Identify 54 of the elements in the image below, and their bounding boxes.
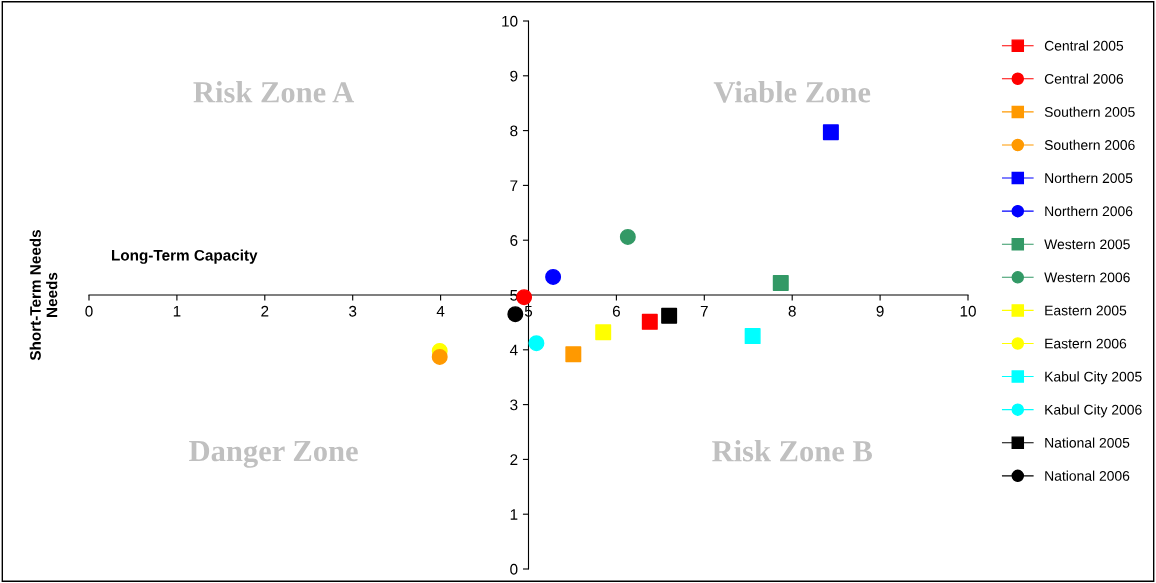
- point: [507, 306, 524, 323]
- legend-label: Southern 2006: [1044, 139, 1135, 150]
- legend-label: Northern 2006: [1045, 205, 1133, 217]
- x-tick-label: 10: [960, 305, 976, 317]
- legend-label: Eastern 2006: [1045, 338, 1127, 349]
- annotation: Risk Zone B: [712, 440, 873, 462]
- annotation: Risk Zone A: [193, 81, 355, 103]
- y-tick-label: 5: [510, 290, 518, 301]
- legend-label: Northern 2005: [1045, 172, 1133, 184]
- legend-label: Kabul City 2005: [1045, 371, 1142, 385]
- legend-label: Western 2006: [1044, 272, 1130, 283]
- x-tick-label: 1: [173, 305, 181, 317]
- x-axis-title: Long-Term Capacity: [112, 249, 258, 264]
- y-tick-label: 6: [510, 235, 518, 246]
- y-tick-label: 1: [510, 509, 518, 520]
- legend-label: Eastern 2005: [1045, 305, 1127, 316]
- point: [619, 228, 636, 245]
- x-tick-label: 0: [85, 305, 93, 317]
- point: [545, 268, 562, 285]
- legend-label: Central 2005: [1044, 40, 1124, 51]
- x-tick-label: 8: [788, 305, 796, 317]
- y-tick-label: 2: [510, 454, 518, 465]
- y-tick-label: 0: [510, 563, 518, 575]
- point: [595, 324, 612, 341]
- point: [661, 307, 678, 324]
- y-tick-label: 9: [510, 70, 518, 82]
- y-tick-label: 3: [510, 399, 518, 411]
- point: [744, 328, 761, 345]
- x-tick-label: 4: [436, 305, 445, 317]
- annotation: Danger Zone: [189, 441, 358, 468]
- point: [431, 348, 448, 365]
- point: [516, 289, 533, 306]
- y-tick-label: 4: [509, 344, 518, 356]
- legend-label: National 2005: [1045, 437, 1130, 448]
- legend-label: Southern 2005: [1044, 106, 1135, 117]
- y-tick-label: 8: [510, 125, 518, 137]
- point: [822, 124, 839, 141]
- y-tick-label: 7: [510, 180, 518, 191]
- annotation: Viable Zone: [713, 81, 871, 103]
- legend-label: Kabul City 2006: [1045, 404, 1142, 418]
- legend-label: Central 2006: [1044, 73, 1124, 84]
- x-tick-label: 7: [700, 305, 708, 317]
- x-tick-label: 2: [261, 305, 269, 317]
- point: [772, 274, 789, 291]
- legend-label: Western 2005: [1044, 239, 1130, 250]
- x-tick-label: 6: [612, 305, 620, 317]
- point: [565, 346, 582, 363]
- point: [528, 335, 545, 352]
- x-tick-label: 9: [876, 305, 884, 317]
- y-tick-label: 10: [502, 15, 518, 27]
- x-tick-label: 3: [349, 305, 357, 317]
- y-axis-title: Short-Term Needs Needs: [29, 229, 58, 361]
- legend-label: National 2006: [1045, 470, 1130, 481]
- point: [641, 313, 658, 330]
